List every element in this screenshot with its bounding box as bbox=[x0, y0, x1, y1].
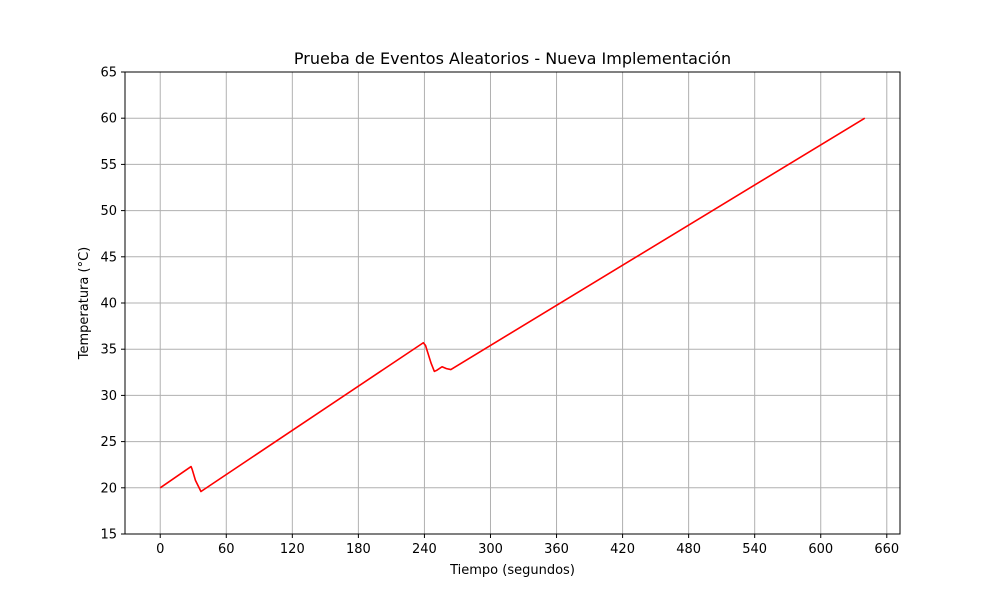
x-tick-label: 660 bbox=[874, 542, 899, 557]
x-tick-label: 240 bbox=[412, 542, 437, 557]
y-tick-label: 15 bbox=[100, 528, 117, 543]
x-tick-label: 180 bbox=[346, 542, 371, 557]
series-group bbox=[159, 117, 866, 493]
y-tick-label: 35 bbox=[100, 343, 117, 358]
x-axis-label: Tiempo (segundos) bbox=[449, 563, 575, 578]
x-tick-label: 0 bbox=[156, 542, 164, 557]
y-axis-ticks: 15 20 25 30 35 40 45 50 55 60 65 bbox=[100, 66, 125, 543]
y-tick-label: 50 bbox=[100, 204, 117, 219]
y-tick-label: 20 bbox=[100, 481, 117, 496]
x-tick-label: 540 bbox=[742, 542, 767, 557]
chart-title: Prueba de Eventos Aleatorios - Nueva Imp… bbox=[294, 49, 731, 68]
x-tick-label: 420 bbox=[610, 542, 635, 557]
y-tick-label: 30 bbox=[100, 389, 117, 404]
y-tick-label: 40 bbox=[100, 297, 117, 312]
x-tick-label: 360 bbox=[544, 542, 569, 557]
y-tick-label: 45 bbox=[100, 250, 117, 265]
x-tick-label: 120 bbox=[280, 542, 305, 557]
series-line bbox=[159, 117, 866, 493]
x-tick-label: 300 bbox=[478, 542, 503, 557]
x-axis-ticks: 0 60 120 180 240 300 360 420 480 540 600 660 bbox=[156, 534, 899, 557]
x-tick-label: 480 bbox=[676, 542, 701, 557]
y-tick-label: 25 bbox=[100, 435, 117, 450]
x-tick-label: 60 bbox=[218, 542, 235, 557]
y-tick-label: 65 bbox=[100, 66, 117, 81]
y-tick-label: 60 bbox=[100, 112, 117, 127]
y-axis-label: Temperatura (°C) bbox=[77, 247, 92, 360]
x-tick-label: 600 bbox=[808, 542, 833, 557]
y-tick-label: 55 bbox=[100, 158, 117, 173]
